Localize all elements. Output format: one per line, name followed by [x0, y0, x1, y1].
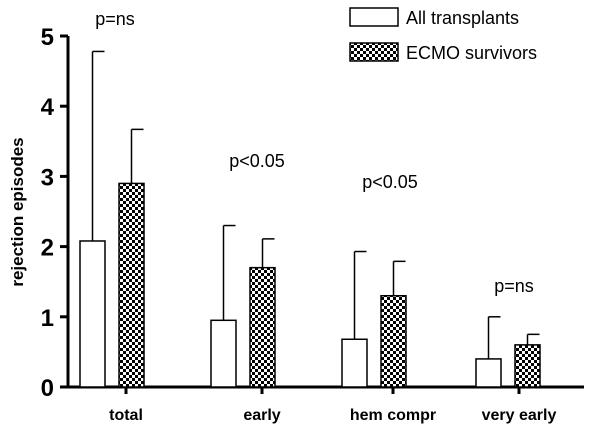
bar-ecmo-survivors [118, 182, 145, 388]
y-axis-label: rejection episodes [8, 137, 27, 286]
x-tick-label: very early [482, 407, 557, 424]
bar-all-transplants [475, 358, 502, 388]
bar-ecmo-survivors [249, 266, 276, 388]
bar-all-transplants [210, 319, 237, 388]
bar-ecmo-survivors [514, 344, 541, 388]
legend-swatch [349, 7, 399, 27]
bar-all-transplants [341, 338, 368, 388]
p-value-annotation: p=ns [95, 9, 135, 29]
p-value-annotation: p=ns [494, 276, 534, 296]
y-tick-label: 1 [41, 305, 54, 332]
bar-all-transplants [79, 240, 106, 388]
y-tick-label: 4 [41, 94, 55, 121]
p-value-annotation: p<0.05 [362, 172, 418, 192]
y-tick-label: 0 [41, 375, 54, 402]
legend-label: ECMO survivors [406, 43, 537, 63]
x-tick-label: hem compr [350, 407, 436, 424]
bars [79, 50, 541, 388]
y-tick-label: 2 [41, 235, 54, 262]
axes: 0 1 2 3 4 5 total early hem compr very early [41, 24, 584, 424]
y-tick-label: 5 [41, 24, 54, 51]
legend-label: All transplants [406, 8, 519, 28]
annotations: p=ns p<0.05 p<0.05 p=ns [95, 9, 534, 296]
legend-swatch [349, 42, 399, 62]
x-tick-label: total [109, 407, 143, 424]
legend: All transplants ECMO survivors [349, 7, 537, 63]
p-value-annotation: p<0.05 [229, 151, 285, 171]
x-tick-label: early [243, 407, 280, 424]
y-tick-label: 3 [41, 164, 54, 191]
bar-ecmo-survivors [380, 294, 407, 388]
